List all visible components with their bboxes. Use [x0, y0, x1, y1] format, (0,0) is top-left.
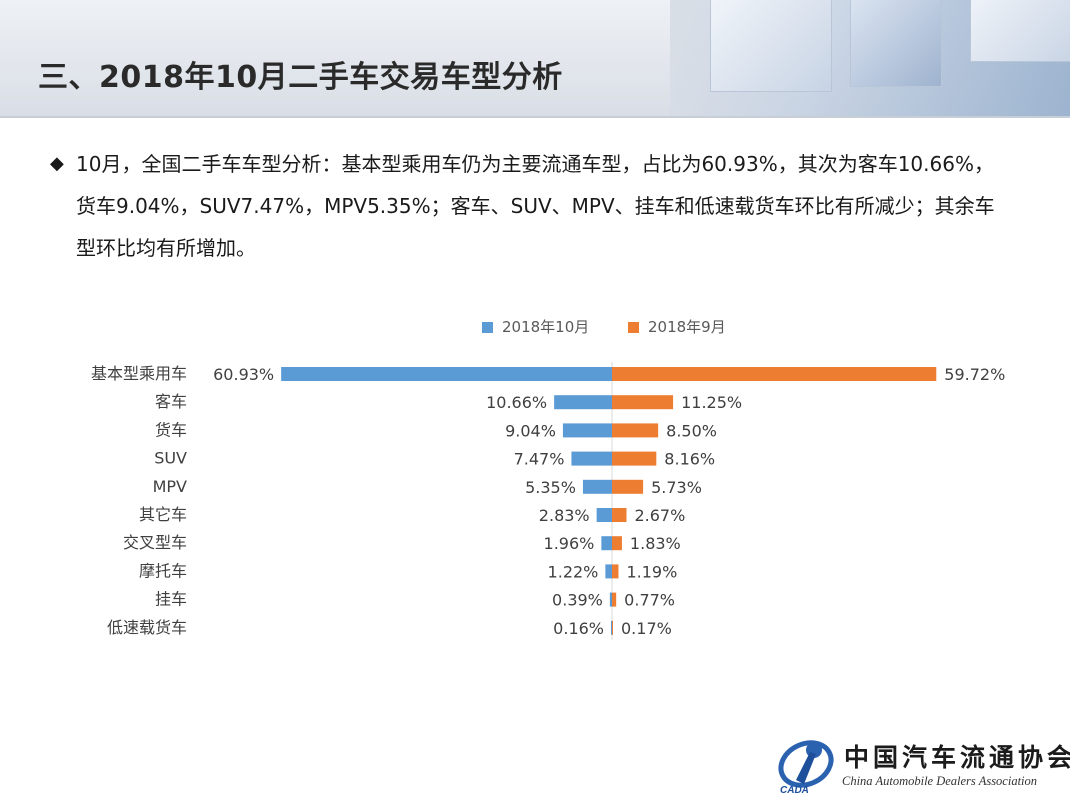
bar-2018-oct: [554, 395, 612, 410]
diamond-bullet-icon: ◆: [50, 153, 64, 174]
summary-paragraph: ◆ 10月，全国二手车车型分析：基本型乘用车仍为主要流通车型，占比为60.93%…: [50, 143, 1010, 269]
data-label-sep: 8.50%: [666, 421, 717, 440]
bar-2018-oct: [596, 508, 612, 522]
bar-2018-sep: [612, 423, 659, 438]
data-label-oct: 5.35%: [525, 478, 576, 497]
category-label: 摩托车: [139, 561, 187, 580]
category-label: 客车: [155, 392, 187, 411]
data-label-oct: 0.16%: [553, 619, 604, 638]
data-label-sep: 2.67%: [634, 506, 685, 525]
header-photo: [670, 0, 1070, 116]
bar-2018-sep: [612, 395, 674, 410]
data-label-oct: 7.47%: [514, 450, 565, 469]
data-label-oct: 1.22%: [548, 562, 599, 581]
logo-name-en: China Automobile Dealers Association: [842, 774, 1038, 788]
data-label-oct: 60.93%: [213, 365, 274, 384]
bar-2018-sep: [612, 367, 937, 381]
category-label: 低速载货车: [107, 618, 187, 637]
bar-2018-sep: [612, 620, 613, 635]
title-divider: [0, 116, 1070, 118]
bar-2018-oct: [609, 592, 612, 607]
data-label-oct: 10.66%: [486, 393, 547, 412]
data-label-sep: 59.72%: [944, 365, 1005, 384]
bar-2018-oct: [562, 423, 612, 438]
cada-logo: CADA 中国汽车流通协会 China Automobile Dealers A…: [776, 728, 1070, 798]
bar-2018-sep: [612, 564, 619, 579]
data-label-sep: 1.83%: [630, 534, 681, 553]
bar-2018-oct: [611, 620, 612, 635]
legend-label: 2018年9月: [648, 318, 726, 336]
cada-emblem-icon: CADA: [778, 740, 834, 796]
data-label-sep: 1.19%: [626, 562, 677, 581]
decor-cube: [850, 0, 942, 87]
category-label: 货车: [155, 420, 187, 439]
summary-text: 10月，全国二手车车型分析：基本型乘用车仍为主要流通车型，占比为60.93%，其…: [76, 152, 995, 260]
bar-2018-sep: [612, 479, 644, 494]
header-banner: 三、2018年10月二手车交易车型分析: [0, 0, 1070, 116]
data-label-sep: 8.16%: [664, 450, 715, 469]
bar-2018-oct: [605, 564, 612, 579]
bar-2018-oct: [582, 479, 612, 494]
bar-2018-sep: [612, 536, 622, 551]
bar-2018-sep: [612, 451, 657, 466]
legend-swatch: [628, 322, 639, 333]
legend-label: 2018年10月: [502, 318, 589, 336]
page-title: 三、2018年10月二手车交易车型分析: [38, 60, 563, 95]
logo-abbr: CADA: [780, 785, 809, 796]
data-label-sep: 0.77%: [624, 591, 675, 610]
bar-2018-oct: [601, 536, 612, 551]
legend-swatch: [482, 322, 493, 333]
diverging-bar-chart: 2018年10月 2018年9月基本型乘用车 60.93% 59.72% 客车 10.66…: [0, 300, 1070, 660]
data-label-oct: 9.04%: [505, 421, 556, 440]
data-label-sep: 11.25%: [681, 393, 742, 412]
category-label: 基本型乘用车: [91, 364, 187, 383]
bar-2018-oct: [281, 367, 612, 381]
bar-2018-sep: [612, 508, 627, 522]
category-label: 交叉型车: [123, 533, 187, 552]
category-label: MPV: [153, 477, 187, 496]
category-label: SUV: [154, 449, 187, 468]
bar-2018-sep: [612, 592, 617, 607]
decor-cube: [710, 0, 832, 92]
bar-2018-oct: [571, 451, 612, 466]
category-label: 其它车: [139, 505, 187, 524]
data-label-sep: 0.17%: [621, 619, 672, 638]
data-label-oct: 1.96%: [544, 534, 595, 553]
decor-cube: [970, 0, 1070, 62]
data-label-sep: 5.73%: [651, 478, 702, 497]
logo-name-cn: 中国汽车流通协会: [844, 743, 1070, 772]
category-label: 挂车: [155, 590, 187, 609]
data-label-oct: 0.39%: [552, 591, 603, 610]
data-label-oct: 2.83%: [539, 506, 590, 525]
